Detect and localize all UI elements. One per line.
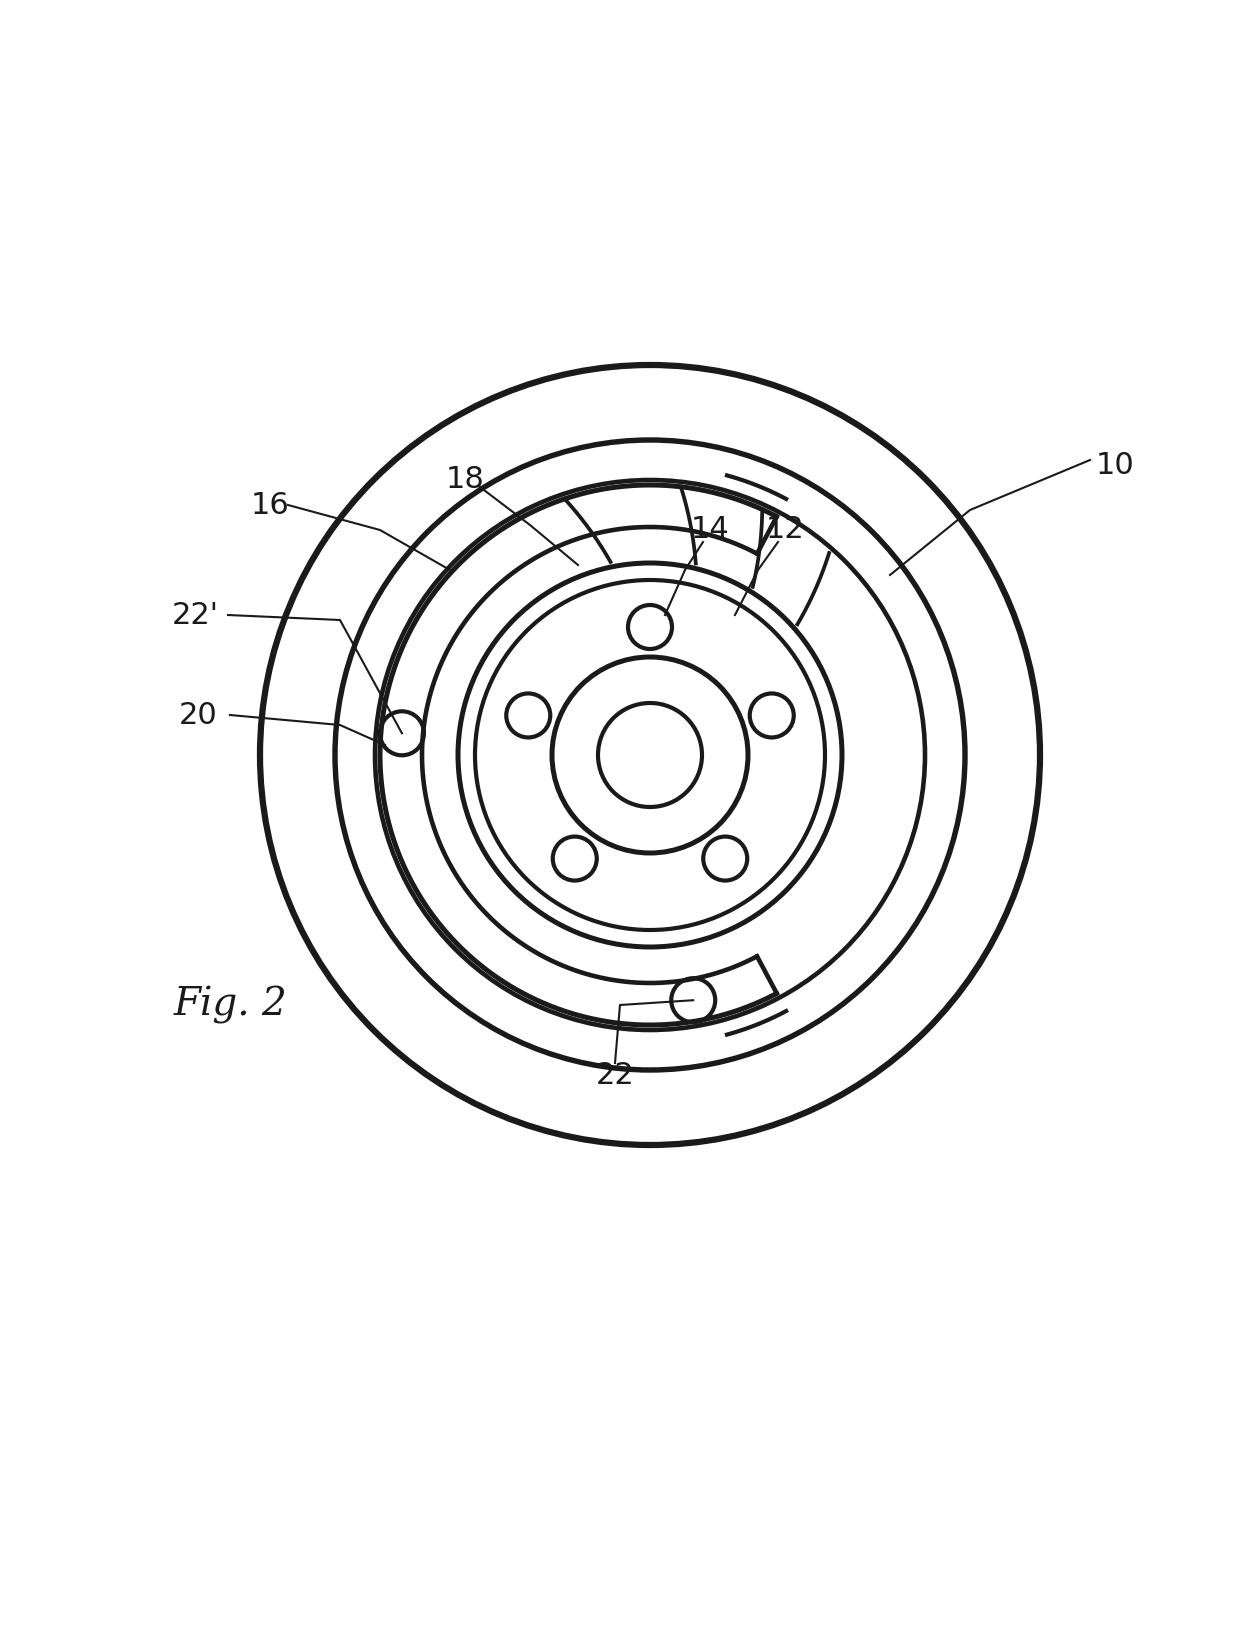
- Text: 14: 14: [691, 515, 729, 544]
- Text: 22: 22: [595, 1061, 635, 1089]
- Text: 12: 12: [765, 515, 805, 544]
- Text: 22': 22': [171, 601, 218, 629]
- Text: 16: 16: [250, 491, 289, 520]
- Text: Fig. 2: Fig. 2: [174, 986, 286, 1024]
- Text: 10: 10: [1096, 450, 1135, 479]
- Text: 20: 20: [179, 700, 217, 730]
- Text: 18: 18: [445, 465, 485, 494]
